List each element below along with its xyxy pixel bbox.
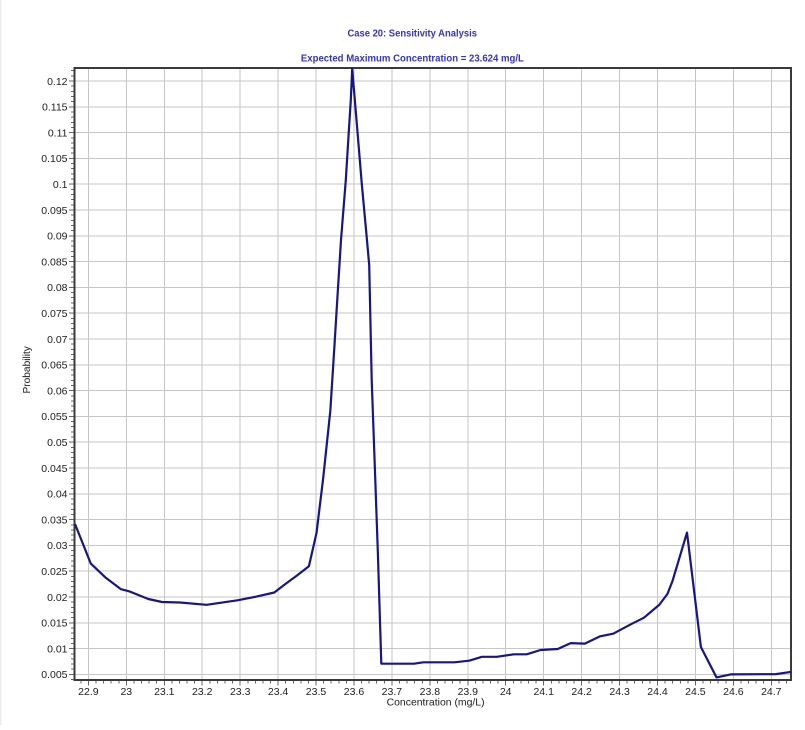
svg-text:23.4: 23.4	[268, 686, 289, 698]
svg-text:24.1: 24.1	[533, 686, 554, 698]
svg-text:0.11: 0.11	[48, 127, 68, 139]
svg-text:24.2: 24.2	[571, 686, 592, 698]
svg-text:0.05: 0.05	[47, 437, 68, 449]
svg-text:0.115: 0.115	[42, 102, 68, 114]
svg-text:23.7: 23.7	[382, 686, 403, 698]
svg-text:0.055: 0.055	[41, 411, 67, 423]
svg-text:24: 24	[500, 686, 512, 698]
svg-text:0.04: 0.04	[47, 489, 68, 501]
svg-text:23: 23	[120, 686, 132, 698]
svg-text:0.03: 0.03	[47, 540, 68, 552]
svg-text:24.5: 24.5	[685, 686, 706, 698]
svg-text:23.8: 23.8	[420, 686, 441, 698]
svg-text:0.1: 0.1	[53, 179, 68, 191]
svg-text:0.08: 0.08	[47, 282, 68, 294]
svg-text:Probability: Probability	[21, 345, 33, 393]
svg-text:0.09: 0.09	[47, 231, 68, 243]
svg-text:23.9: 23.9	[458, 686, 479, 698]
svg-text:0.065: 0.065	[41, 360, 67, 372]
svg-text:23.3: 23.3	[230, 686, 251, 698]
svg-text:23.5: 23.5	[306, 686, 327, 698]
svg-text:0.095: 0.095	[41, 205, 67, 217]
svg-text:0.005: 0.005	[41, 669, 67, 681]
svg-text:Expected Maximum Concentration: Expected Maximum Concentration = 23.624 …	[301, 52, 525, 64]
svg-text:0.06: 0.06	[47, 385, 68, 397]
svg-text:23.2: 23.2	[192, 686, 213, 698]
svg-text:24.7: 24.7	[761, 686, 782, 698]
svg-text:0.045: 0.045	[41, 463, 67, 475]
svg-text:0.105: 0.105	[41, 153, 67, 165]
svg-text:0.12: 0.12	[47, 76, 68, 88]
svg-text:0.02: 0.02	[47, 592, 68, 604]
svg-text:0.075: 0.075	[41, 308, 67, 320]
svg-text:0.015: 0.015	[41, 618, 67, 630]
svg-text:23.6: 23.6	[344, 686, 365, 698]
svg-text:24.3: 24.3	[609, 686, 630, 698]
svg-text:24.6: 24.6	[723, 686, 744, 698]
svg-text:0.07: 0.07	[47, 334, 68, 346]
svg-text:0.035: 0.035	[41, 514, 67, 526]
svg-text:Case 20: Sensitivity Analysis: Case 20: Sensitivity Analysis	[347, 28, 477, 40]
svg-text:24.4: 24.4	[647, 686, 668, 698]
svg-text:0.025: 0.025	[41, 566, 67, 578]
svg-text:0.085: 0.085	[41, 256, 67, 268]
svg-text:22.9: 22.9	[78, 686, 99, 698]
svg-text:Concentration (mg/L): Concentration (mg/L)	[387, 697, 485, 709]
svg-text:0.01: 0.01	[47, 643, 68, 655]
svg-text:23.1: 23.1	[154, 686, 175, 698]
